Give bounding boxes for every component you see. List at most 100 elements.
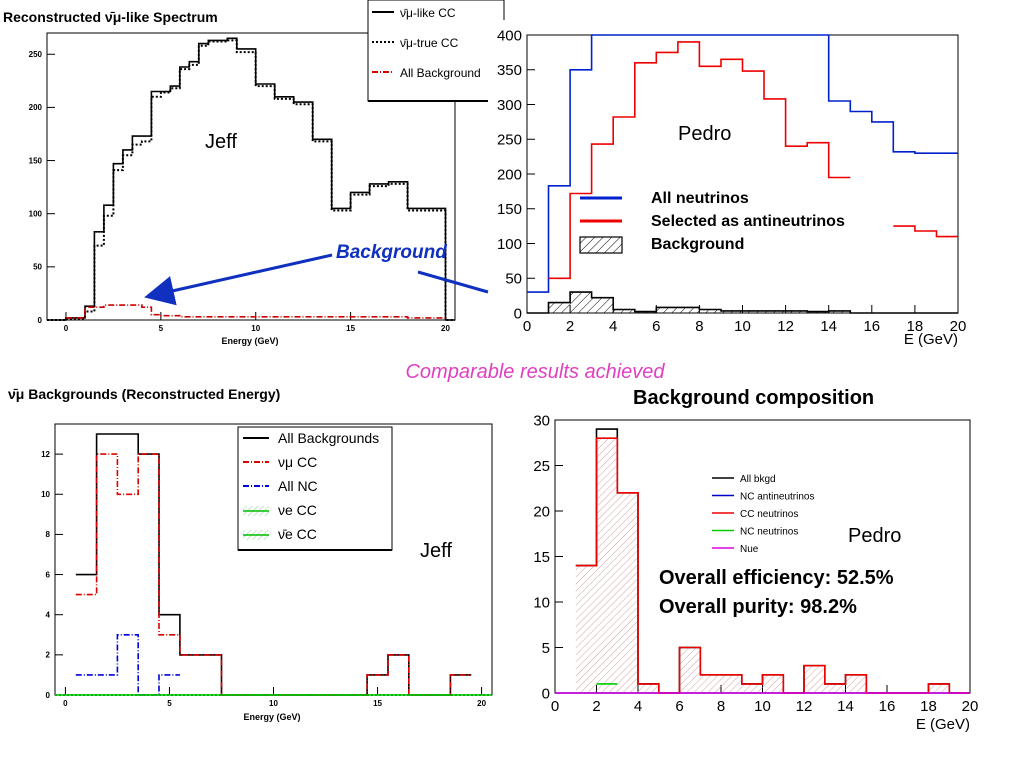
tr-legend-label: Selected as antineutrinos bbox=[651, 213, 845, 230]
chart-background-composition: 0 2 4 6 8 10 12 14 16 18 20 0 5 10 15 20 25 30 Background … bbox=[533, 387, 978, 733]
bl-xtick-label: 5 bbox=[167, 699, 172, 708]
br-stat-line: Overall efficiency: 52.5% bbox=[659, 567, 894, 589]
bl-legend-label: νμ CC bbox=[278, 454, 317, 470]
br-ytick-label: 0 bbox=[542, 685, 550, 702]
bl-annotation: Jeff bbox=[420, 540, 452, 562]
bl-legend-label: All Backgrounds bbox=[278, 430, 379, 446]
tr-legend-label: All neutrinos bbox=[651, 190, 749, 207]
tr-xtick-label: 18 bbox=[907, 318, 924, 335]
br-annotation: Pedro bbox=[848, 525, 901, 547]
tr-x-axis-label: E (GeV) bbox=[904, 331, 958, 348]
tl-ytick-label: 50 bbox=[33, 263, 42, 272]
tr-series-line bbox=[527, 291, 958, 314]
tr-xtick-label: 14 bbox=[820, 318, 837, 335]
tr-xtick-label: 0 bbox=[523, 318, 531, 335]
tl-xtick-label: 10 bbox=[251, 324, 260, 333]
center-caption: Comparable results achieved bbox=[405, 361, 665, 383]
chart-pedro-spectrum: 0 2 4 6 8 10 12 14 16 18 2005010015020025030035040… bbox=[488, 20, 970, 350]
br-title: Background composition bbox=[633, 387, 874, 409]
tl-ytick-label: 150 bbox=[29, 156, 43, 165]
tr-legend-label: Background bbox=[651, 236, 744, 253]
tr-ytick-label: 150 bbox=[497, 201, 522, 218]
bl-ytick-label: 12 bbox=[41, 450, 50, 459]
tr-ytick-label: 300 bbox=[497, 97, 522, 114]
tl-ytick-label: 0 bbox=[38, 316, 43, 325]
tr-ytick-label: 100 bbox=[497, 236, 522, 253]
br-xtick-label: 14 bbox=[837, 698, 854, 715]
tr-legend-swatch bbox=[579, 236, 623, 254]
tr-series-line bbox=[527, 34, 958, 293]
br-legend-label: CC neutrinos bbox=[740, 509, 798, 520]
tl-series-line bbox=[47, 39, 455, 321]
tl-ytick-label: 100 bbox=[29, 210, 43, 219]
br-ytick-label: 30 bbox=[533, 412, 550, 429]
bl-legend-label: νe CC bbox=[278, 502, 317, 518]
bl-legend-box bbox=[237, 426, 393, 551]
bl-x-axis-label: Energy (GeV) bbox=[243, 712, 300, 722]
tr-ytick-label: 350 bbox=[497, 62, 522, 79]
tl-plot-frame bbox=[46, 32, 456, 321]
tl-ytick-label: 250 bbox=[29, 50, 43, 59]
tl-legend-label: ν̄μ-true CC bbox=[400, 36, 459, 50]
br-xtick-label: 12 bbox=[796, 698, 813, 715]
tl-xtick-label: 5 bbox=[159, 324, 164, 333]
tr-ytick-label: 250 bbox=[497, 132, 522, 149]
tl-xtick-label: 15 bbox=[346, 324, 355, 333]
bl-xtick-label: 0 bbox=[63, 699, 68, 708]
tr-xtick-label: 4 bbox=[609, 318, 617, 335]
br-x-axis-label: E (GeV) bbox=[916, 716, 970, 733]
bl-ytick-label: 0 bbox=[46, 691, 51, 700]
tl-x-axis-label: Energy (GeV) bbox=[221, 336, 278, 346]
tl-legend-label: ν̄μ-like CC bbox=[400, 6, 456, 20]
br-ytick-label: 5 bbox=[542, 640, 550, 657]
br-legend-label: NC antineutrinos bbox=[740, 492, 814, 503]
bl-ytick-label: 6 bbox=[46, 570, 51, 579]
tl-series-line bbox=[47, 37, 455, 321]
tr-series-tail bbox=[893, 225, 958, 238]
br-ytick-label: 15 bbox=[533, 549, 550, 566]
bl-legend-label: ν̄e CC bbox=[278, 526, 317, 542]
br-ytick-label: 10 bbox=[533, 594, 550, 611]
br-xtick-label: 6 bbox=[675, 698, 683, 715]
tl-ytick-label: 200 bbox=[29, 103, 43, 112]
br-xtick-label: 0 bbox=[551, 698, 559, 715]
tl-legend-label: All Background bbox=[400, 66, 481, 80]
bl-ytick-label: 2 bbox=[46, 651, 51, 660]
br-xtick-label: 2 bbox=[592, 698, 600, 715]
br-xtick-label: 4 bbox=[634, 698, 642, 715]
tl-annotation: Jeff bbox=[205, 131, 237, 153]
bl-title: ν̄μ Backgrounds (Reconstructed Energy) bbox=[8, 386, 280, 402]
br-stat-line: Overall purity: 98.2% bbox=[659, 596, 857, 618]
br-ytick-label: 20 bbox=[533, 503, 550, 520]
tl-xtick-label: 0 bbox=[64, 324, 69, 333]
br-ytick-label: 25 bbox=[533, 458, 550, 475]
chart-backgrounds-reconstructed: 0 5 10 15 20 0 2 4 6 8 10 12 ν̄μ Backgrounds (Recons… bbox=[8, 386, 493, 722]
tr-ytick-label: 0 bbox=[514, 305, 522, 322]
bl-xtick-label: 15 bbox=[373, 699, 382, 708]
tl-title: Reconstructed ν̄μ-like Spectrum bbox=[3, 9, 218, 25]
br-series-fill bbox=[575, 438, 970, 693]
bl-ytick-label: 8 bbox=[46, 530, 51, 539]
callout-line-right bbox=[417, 270, 489, 294]
bl-xtick-label: 20 bbox=[477, 699, 486, 708]
tl-series-line bbox=[66, 304, 446, 319]
br-legend-label: All bkgd bbox=[740, 474, 776, 485]
bl-xtick-label: 10 bbox=[269, 699, 278, 708]
br-xtick-label: 16 bbox=[879, 698, 896, 715]
br-xtick-label: 18 bbox=[920, 698, 937, 715]
bl-series-line bbox=[75, 634, 180, 696]
br-xtick-label: 8 bbox=[717, 698, 725, 715]
tl-xtick-label: 20 bbox=[441, 324, 450, 333]
tr-ytick-label: 400 bbox=[497, 27, 522, 44]
tr-xtick-label: 16 bbox=[863, 318, 880, 335]
tr-xtick-label: 8 bbox=[695, 318, 703, 335]
br-xtick-label: 10 bbox=[754, 698, 771, 715]
bl-ytick-label: 4 bbox=[46, 611, 51, 620]
bl-series-line bbox=[75, 453, 472, 696]
tr-xtick-label: 12 bbox=[777, 318, 794, 335]
tr-ytick-label: 200 bbox=[497, 166, 522, 183]
br-legend-label: Nue bbox=[740, 544, 759, 555]
tr-ytick-label: 50 bbox=[505, 271, 522, 288]
